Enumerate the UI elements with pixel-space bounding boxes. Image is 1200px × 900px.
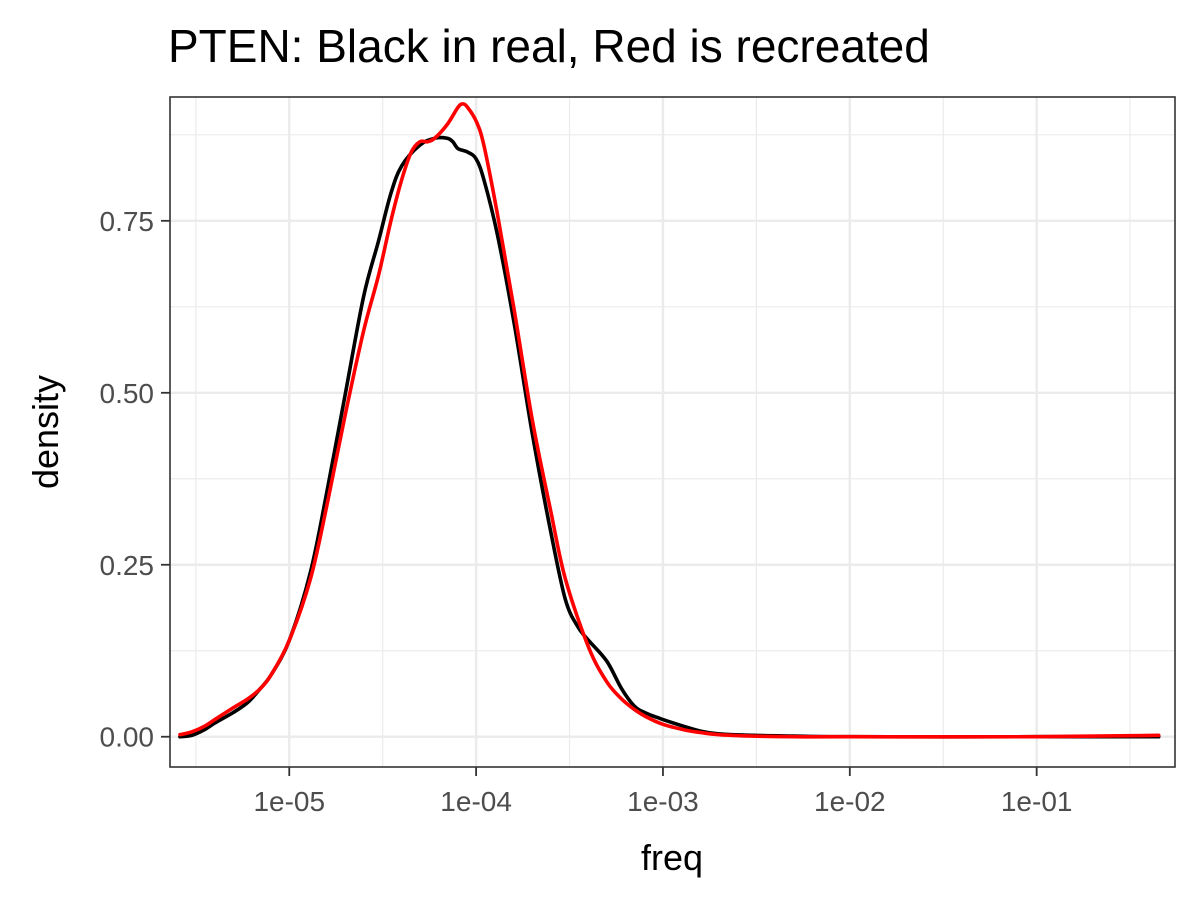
plot-border [169, 96, 1176, 768]
plot-background [170, 97, 1175, 767]
y-axis-title: density [25, 375, 66, 489]
y-tick-label: 0.25 [100, 550, 155, 581]
x-axis: 1e-05 1e-04 1e-03 1e-02 1e-01 [253, 767, 1072, 817]
y-axis: 0.00 0.25 0.50 0.75 [100, 206, 170, 753]
x-tick-label: 1e-02 [814, 786, 886, 817]
grid-minor [170, 97, 1175, 767]
x-tick-label: 1e-03 [627, 786, 699, 817]
x-tick-label: 1e-05 [253, 786, 325, 817]
y-tick-label: 0.50 [100, 378, 155, 409]
x-tick-label: 1e-04 [440, 786, 512, 817]
series-line-red [178, 102, 1161, 739]
grid-major [170, 97, 1175, 767]
series-layer [178, 102, 1161, 739]
chart-title: PTEN: Black in real, Red is recreated [168, 20, 930, 72]
x-axis-title: freq [641, 837, 703, 878]
y-tick-label: 0.00 [100, 722, 155, 753]
x-tick-label: 1e-01 [1001, 786, 1073, 817]
y-tick-label: 0.75 [100, 206, 155, 237]
